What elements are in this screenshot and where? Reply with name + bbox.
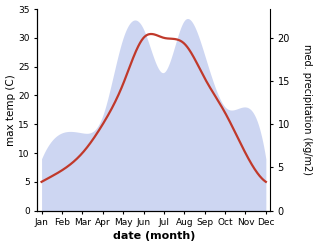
Y-axis label: max temp (C): max temp (C) bbox=[5, 74, 16, 146]
X-axis label: date (month): date (month) bbox=[113, 231, 195, 242]
Y-axis label: med. precipitation (kg/m2): med. precipitation (kg/m2) bbox=[302, 44, 313, 175]
